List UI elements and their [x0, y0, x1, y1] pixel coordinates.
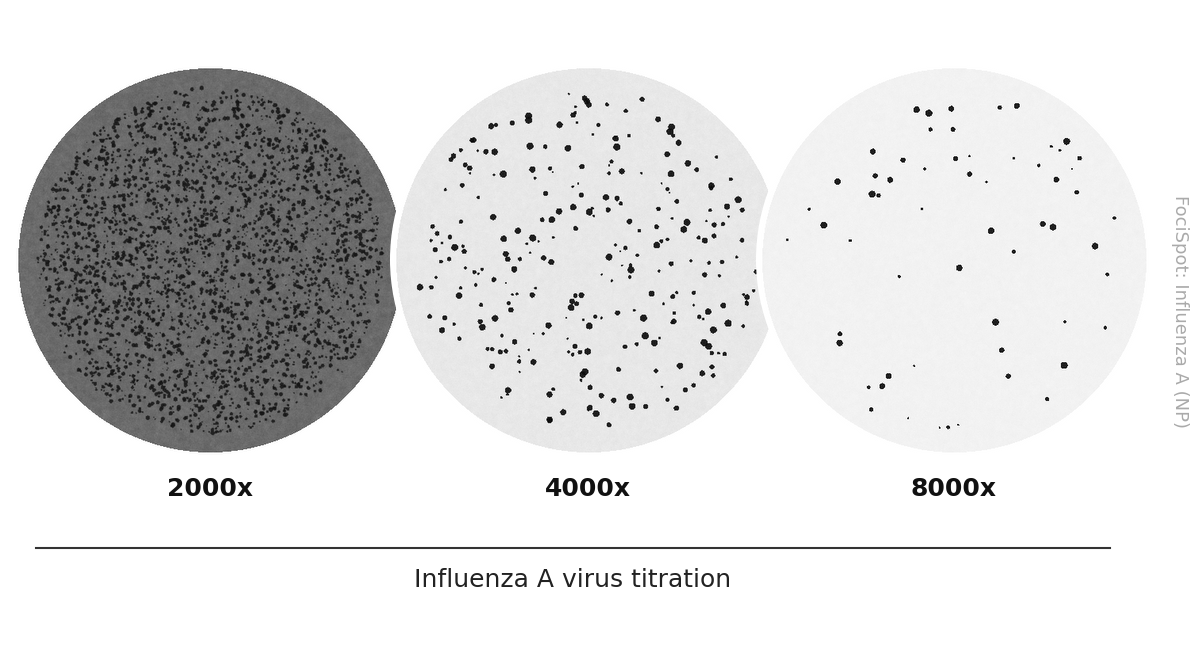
Text: 2000x: 2000x: [167, 477, 253, 501]
Text: FociSpot: Influenza A (NP): FociSpot: Influenza A (NP): [1171, 195, 1188, 428]
Text: Influenza A virus titration: Influenza A virus titration: [414, 568, 732, 592]
Text: 8000x: 8000x: [911, 477, 997, 501]
Text: 4000x: 4000x: [545, 477, 631, 501]
